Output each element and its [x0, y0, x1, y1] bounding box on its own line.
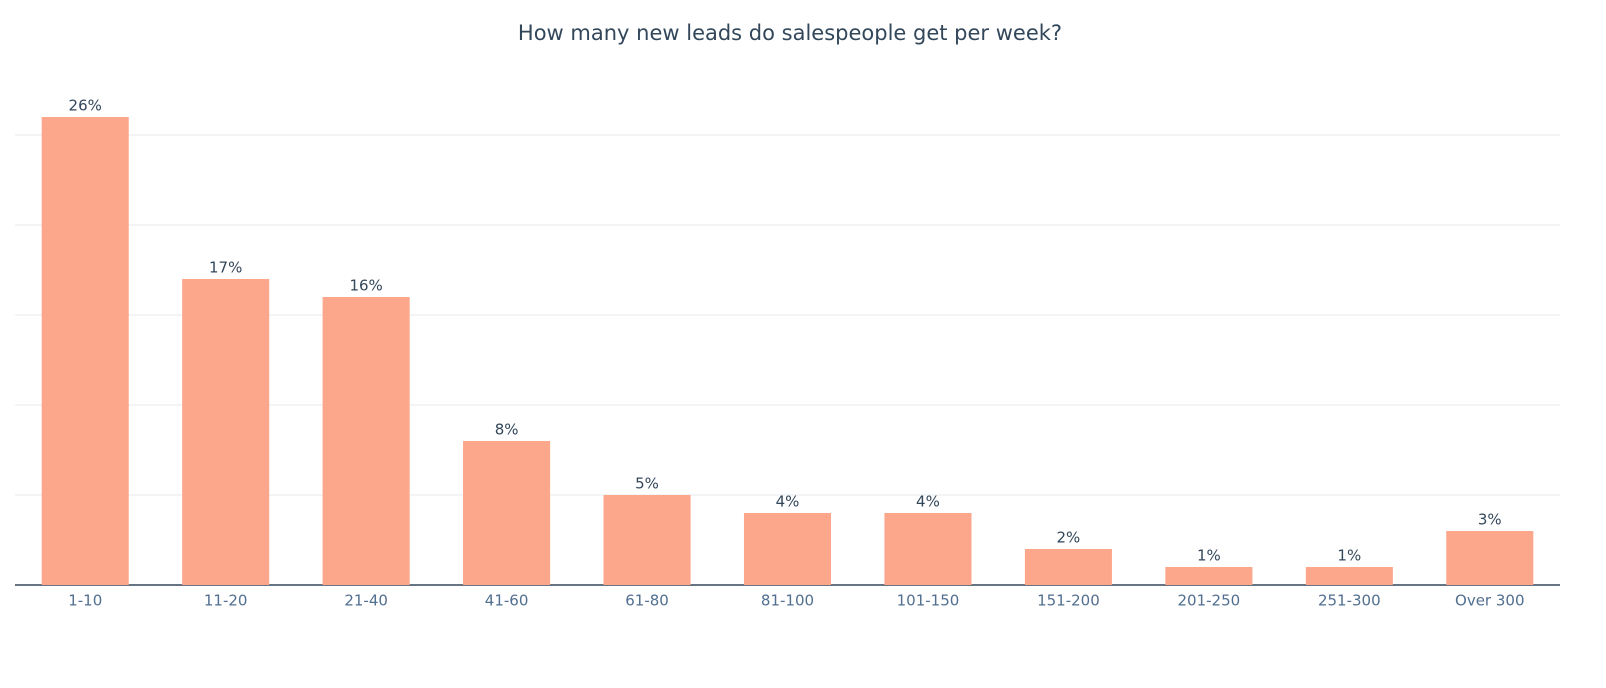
bar — [322, 297, 410, 585]
bar — [884, 513, 972, 585]
bar — [743, 513, 832, 585]
x-tick-label: 81-100 — [761, 592, 814, 610]
bar — [182, 279, 270, 585]
value-label: 26% — [69, 97, 102, 115]
value-label: 1% — [1337, 547, 1361, 565]
value-label: 5% — [635, 475, 659, 493]
x-tick-label: Over 300 — [1455, 592, 1524, 610]
bar — [1305, 567, 1393, 585]
value-label: 3% — [1478, 511, 1502, 529]
bar — [1165, 567, 1253, 585]
value-label: 17% — [209, 259, 242, 277]
x-tick-label: 151-200 — [1037, 592, 1100, 610]
value-label: 4% — [916, 493, 940, 511]
x-tick-label: 11-20 — [204, 592, 248, 610]
x-tick-label: 41-60 — [485, 592, 529, 610]
chart-title: How many new leads do salespeople get pe… — [518, 21, 1062, 45]
value-label: 8% — [495, 421, 519, 439]
value-label: 16% — [349, 277, 382, 295]
x-tick-label: 251-300 — [1318, 592, 1381, 610]
bar — [41, 117, 129, 585]
x-tick-label: 1-10 — [68, 592, 102, 610]
x-tick-label: 21-40 — [344, 592, 388, 610]
value-label: 1% — [1197, 547, 1221, 565]
value-label: 4% — [776, 493, 800, 511]
x-tick-label: 61-80 — [625, 592, 669, 610]
bar — [1446, 531, 1534, 585]
bar — [1024, 549, 1112, 585]
x-tick-label: 201-250 — [1178, 592, 1241, 610]
bar — [603, 495, 691, 585]
bar — [463, 441, 551, 585]
x-tick-label: 101-150 — [897, 592, 960, 610]
value-label: 2% — [1057, 529, 1081, 547]
